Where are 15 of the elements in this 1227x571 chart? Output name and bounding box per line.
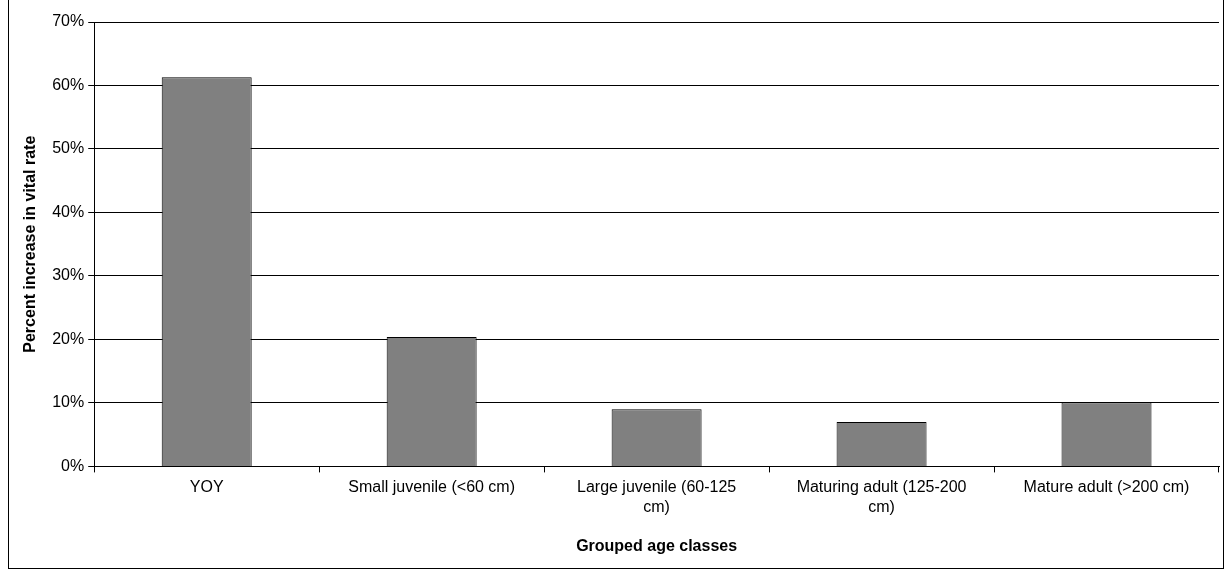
y-tick-label: 0% [61,456,85,474]
y-tick-label: 50% [52,139,85,157]
y-tick-label: 60% [52,75,85,93]
y-tick-label: 40% [52,202,85,220]
x-axis-title: Grouped age classes [576,536,738,554]
y-tick-label: 20% [52,329,85,347]
y-tick-label: 30% [52,266,85,284]
x-tick-label: Mature adult (>200 cm) [1023,478,1190,496]
x-tick-label: Small juvenile (<60 cm) [348,478,516,496]
x-tick-label: Maturing adult (125-200 cm) [796,478,967,515]
y-axis-title: Percent increase in vital rate [21,135,39,353]
x-tick-label: Large juvenile (60-125 cm) [577,478,737,515]
x-tick-label: YOY [189,478,224,496]
y-tick-label: 10% [52,393,85,411]
y-tick-label: 70% [52,12,85,30]
